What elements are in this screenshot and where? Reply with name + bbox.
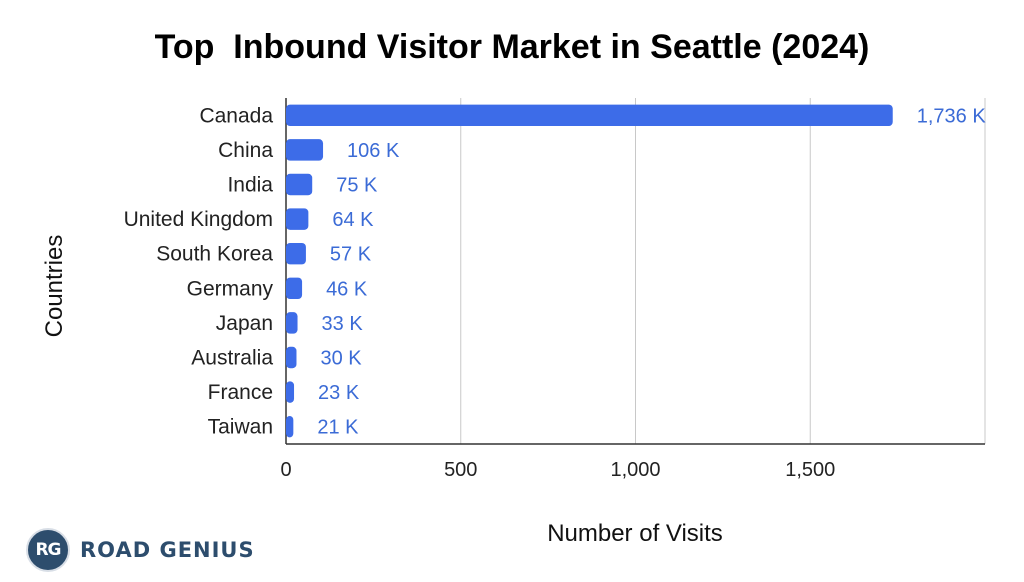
- bar: [286, 104, 893, 127]
- category-label: China: [218, 139, 273, 162]
- x-tick-label: 0: [280, 459, 291, 481]
- category-label: France: [208, 381, 273, 404]
- value-label: 21 K: [317, 417, 359, 439]
- category-label: Japan: [216, 312, 273, 335]
- labels: 0 500 1,000 1,500 Canada 1,736 K China 106 K Ind…: [124, 104, 987, 481]
- bar: [286, 346, 297, 369]
- logo-brand-text: ROAD GENIUS: [80, 538, 255, 562]
- x-axis-title: Number of Visits: [547, 520, 723, 547]
- value-label: 57 K: [330, 244, 372, 266]
- value-label: 75 K: [336, 175, 378, 197]
- value-label: 30 K: [320, 348, 362, 370]
- bar: [286, 242, 306, 265]
- value-label: 33 K: [322, 313, 364, 335]
- bar: [286, 381, 295, 403]
- road-genius-logo: RG ROAD GENIUS: [26, 528, 255, 572]
- category-label: United Kingdom: [124, 208, 273, 231]
- x-tick-label: 1,500: [785, 459, 835, 481]
- x-tick-label: 1,000: [610, 459, 660, 481]
- category-label: Germany: [187, 277, 274, 300]
- value-label: 1,736 K: [917, 105, 987, 127]
- bar: [286, 173, 313, 196]
- bar: [286, 312, 298, 334]
- value-label: 106 K: [347, 140, 400, 162]
- category-label: Australia: [191, 347, 273, 370]
- grid-lines: [460, 98, 986, 444]
- category-label: South Korea: [156, 243, 273, 266]
- bars: [286, 104, 893, 438]
- category-label: Taiwan: [208, 416, 273, 439]
- logo-badge-icon: RG: [26, 528, 70, 572]
- chart-title: Top Inbound Visitor Market in Seattle (2…: [154, 28, 870, 66]
- bar: [286, 277, 303, 300]
- category-label: Canada: [199, 104, 273, 127]
- value-label: 23 K: [318, 382, 360, 404]
- bar: [286, 208, 309, 230]
- value-label: 46 K: [326, 278, 368, 300]
- bar: [286, 139, 324, 161]
- y-axis-title: Countries: [41, 235, 68, 338]
- bar: [286, 415, 294, 438]
- category-label: India: [227, 174, 273, 197]
- x-tick-label: 500: [444, 459, 477, 481]
- value-label: 64 K: [332, 209, 374, 231]
